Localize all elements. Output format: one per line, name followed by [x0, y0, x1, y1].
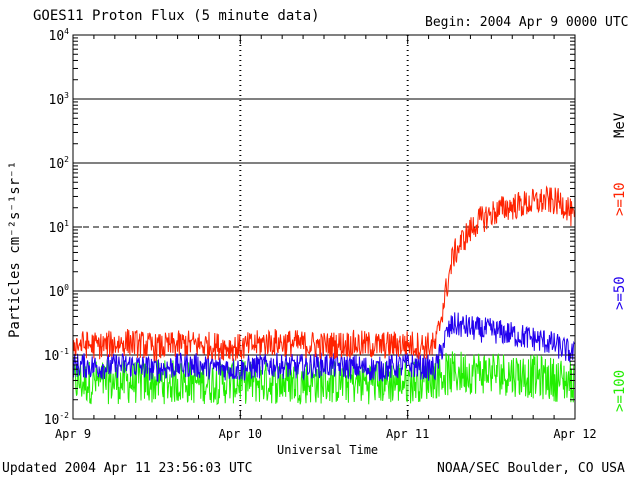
legend-item-ge50: >=50	[612, 276, 628, 310]
y-tick-label: 104	[49, 27, 70, 44]
legend-item-ge100: >=100	[612, 369, 628, 412]
credit: NOAA/SEC Boulder, CO USA	[437, 461, 625, 476]
series-line-ge50	[72, 312, 575, 383]
y-tick-label: 103	[49, 91, 70, 108]
y-tick-label: 101	[49, 219, 70, 236]
series-line-ge10	[72, 185, 575, 362]
chart-axes: 10-2 10-1 100 101 102 103 104 Apr 9 Apr 10 Apr 11…	[44, 27, 597, 441]
x-tick-label: Apr 11	[386, 427, 429, 441]
y-axis-label: Particles cm⁻²s⁻¹sr⁻¹	[7, 160, 23, 338]
legend-unit: MeV	[612, 112, 628, 138]
legend-item-ge10: >=10	[612, 182, 628, 216]
begin-time: Begin: 2004 Apr 9 0000 UTC	[425, 15, 629, 30]
y-tick-label: 100	[49, 283, 70, 300]
y-tick-label: 102	[49, 155, 70, 172]
x-tick-label: Apr 10	[219, 427, 262, 441]
chart-series	[72, 185, 575, 406]
x-tick-label: Apr 12	[553, 427, 596, 441]
y-tick-label: 10-2	[44, 411, 69, 428]
x-tick-label: Apr 9	[55, 427, 91, 441]
updated-time: Updated 2004 Apr 11 23:56:03 UTC	[2, 461, 253, 476]
series-line-ge100	[72, 351, 575, 406]
chart-title: GOES11 Proton Flux (5 minute data)	[33, 8, 320, 24]
y-tick-label: 10-1	[44, 347, 69, 364]
x-axis-label: Universal Time	[277, 443, 379, 457]
